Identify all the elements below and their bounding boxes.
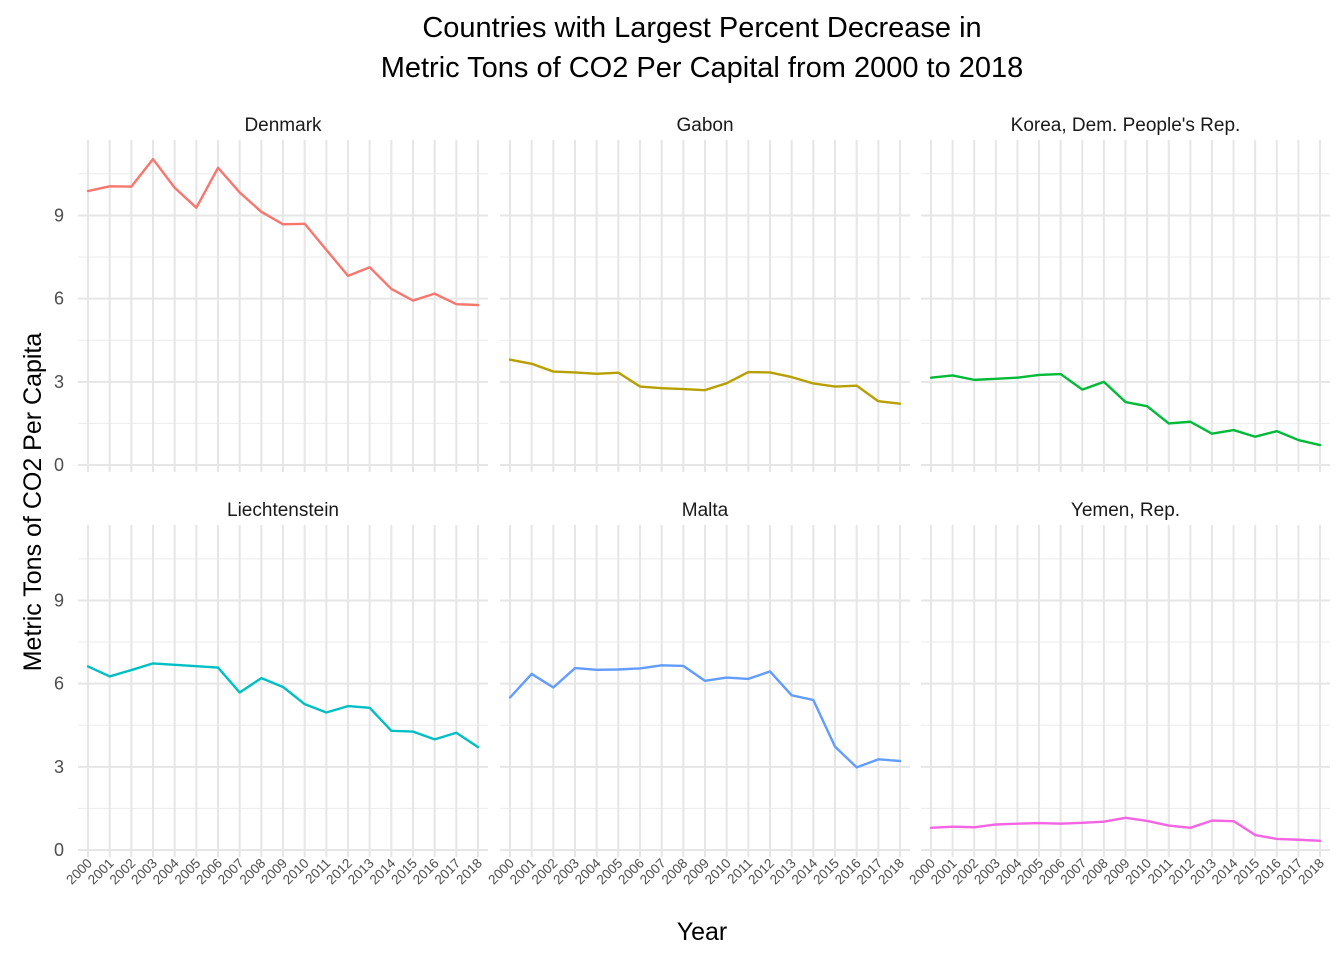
panel-title-liechtenstein: Liechtenstein	[227, 500, 339, 521]
panel-title-yemen-rep: Yemen, Rep.	[1071, 500, 1180, 521]
y-tick-label: 6	[54, 289, 64, 309]
panel-liechtenstein: Liechtenstein036920002001200220032004200…	[54, 500, 488, 887]
panel-malta: Malta20002001200220032004200520062007200…	[485, 500, 910, 887]
panel-gabon: Gabon	[500, 115, 910, 472]
y-axis-title: Metric Tons of CO2 Per Capita	[19, 333, 47, 672]
panel-yemen-rep: Yemen, Rep.20002001200220032004200520062…	[906, 500, 1330, 887]
panel-korea-dem-people-s-rep: Korea, Dem. People's Rep.	[921, 115, 1330, 472]
series-line-liechtenstein	[86, 662, 480, 749]
series-line-yemen-rep	[929, 816, 1322, 843]
y-tick-label: 9	[54, 590, 64, 610]
x-tick-label: 2018	[875, 856, 907, 888]
chart-title-line-1: Countries with Largest Percent Decrease …	[422, 12, 981, 44]
y-tick-label: 0	[54, 455, 64, 475]
panel-title-denmark: Denmark	[244, 115, 322, 136]
chart-title-line-2: Metric Tons of CO2 Per Capital from 2000…	[381, 52, 1024, 84]
facet-panels: Denmark 0 3 6 9 Gabon Korea, Dem. People's Rep…	[54, 115, 1330, 887]
y-tick-label: 6	[54, 674, 64, 694]
panel-title-malta: Malta	[682, 500, 729, 521]
series-line-korea-dem-people-s-rep	[929, 372, 1322, 447]
x-tick-label: 2018	[453, 856, 485, 888]
y-tick-label: 0	[54, 840, 64, 860]
series-line-malta	[508, 664, 902, 769]
series-line-gabon	[508, 358, 902, 405]
panel-title-korea-dem-people-s-rep: Korea, Dem. People's Rep.	[1011, 115, 1241, 136]
y-tick-label: 9	[54, 205, 64, 225]
y-tick-label: 3	[54, 372, 64, 392]
x-tick-label: 2018	[1295, 856, 1327, 888]
panel-title-gabon: Gabon	[676, 115, 733, 136]
panel-denmark: Denmark 0 3 6 9	[54, 115, 488, 475]
x-axis-title: Year	[677, 918, 728, 946]
y-tick-label: 3	[54, 757, 64, 777]
series-line-denmark	[86, 157, 480, 307]
